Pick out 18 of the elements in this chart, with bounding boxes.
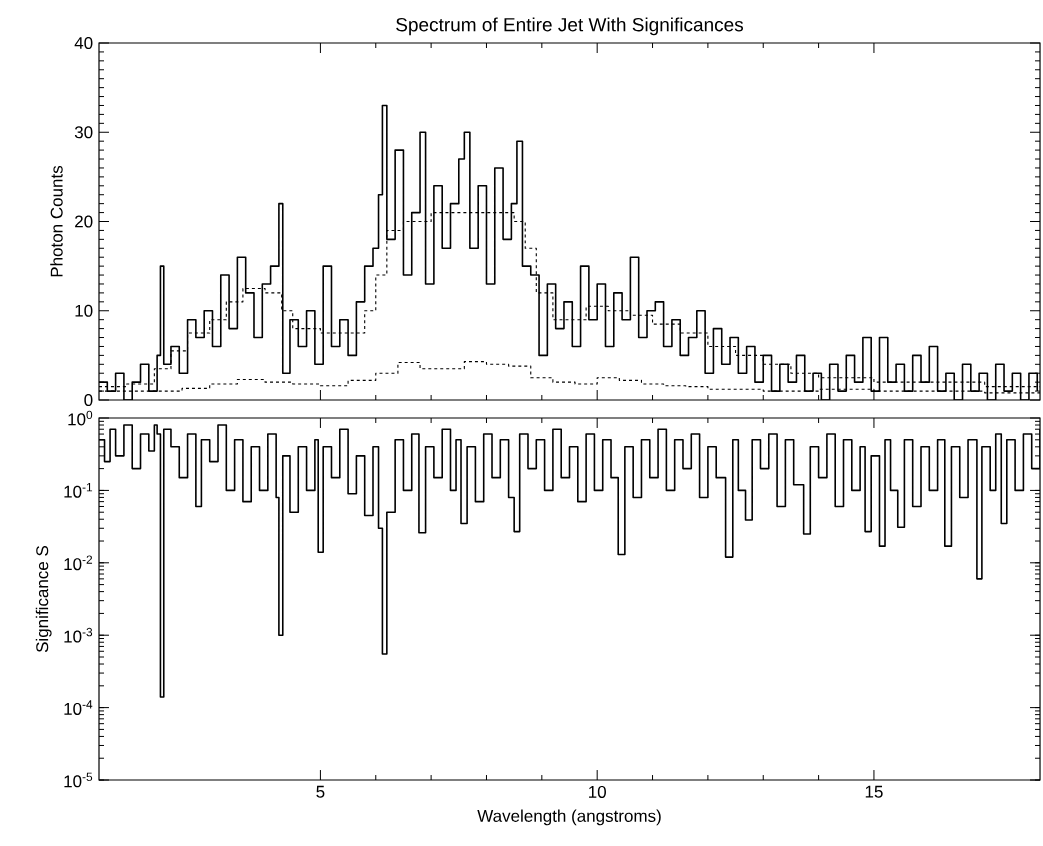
x-tick-label: 10 bbox=[589, 785, 606, 798]
y-tick-label: 20 bbox=[75, 215, 93, 228]
y-tick-label: 10$^{-4}$ bbox=[64, 700, 93, 715]
y-axis-title: Significance S bbox=[35, 545, 52, 653]
y-tick-label: 10$^{-3}$ bbox=[64, 627, 93, 643]
x-axis-title: Wavelength (angstroms) bbox=[477, 809, 661, 826]
y-tick-label: 0 bbox=[84, 393, 93, 407]
y-tick-label: 10 bbox=[75, 304, 93, 317]
x-tick-label: 5 bbox=[316, 785, 325, 798]
y-tick-label: 30 bbox=[74, 126, 93, 139]
y-axis-title: Photon Counts bbox=[50, 165, 63, 277]
y-tick-label: 10$^{0}$ bbox=[68, 410, 93, 426]
y-tick-label: 10$^{-1}$ bbox=[64, 483, 93, 498]
y-tick-label: 10$^{-5}$ bbox=[64, 772, 93, 788]
x-tick-label: 15 bbox=[865, 785, 883, 798]
y-tick-label: 10$^{-2}$ bbox=[64, 555, 93, 571]
y-tick-label: 40 bbox=[74, 36, 93, 50]
chart-title: Spectrum of Entire Jet With Significances bbox=[396, 17, 744, 36]
